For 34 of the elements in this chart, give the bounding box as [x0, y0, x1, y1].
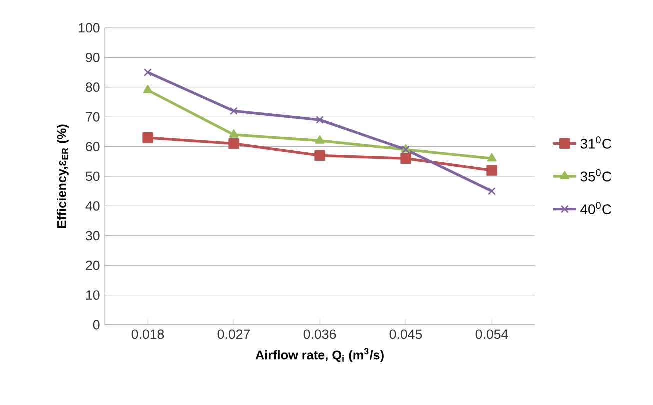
x-tick-label: 0.036	[304, 330, 336, 340]
y-tick-label: 90	[86, 52, 100, 62]
legend-label: 31$^{0}$C	[580, 136, 612, 149]
y-tick-label: 30	[86, 231, 100, 241]
legend-label: 40$^{0}$C	[580, 202, 612, 215]
point	[487, 153, 497, 162]
y-tick-label: 40	[86, 201, 100, 211]
point	[486, 165, 498, 176]
x-tick-label: 0.045	[390, 330, 422, 340]
point	[229, 130, 239, 138]
point	[230, 107, 238, 116]
y-tick-label: 70	[86, 112, 100, 122]
y-axis-title: Efficiency,ε$_{ER}$ (%)	[57, 124, 69, 228]
y-tick-label: 80	[86, 82, 100, 92]
y-tick-label: 50	[86, 172, 100, 182]
point	[488, 187, 496, 196]
point	[228, 138, 240, 150]
point	[315, 136, 325, 144]
point	[316, 116, 324, 124]
x-tick-label: 0.054	[476, 330, 508, 340]
point	[142, 132, 154, 144]
y-tick-label: 10	[86, 290, 100, 300]
x-tick-label: 0.027	[218, 330, 250, 340]
point	[400, 153, 412, 164]
point	[144, 68, 152, 77]
y-tick-label: 100	[79, 23, 100, 33]
legend-label: 35$^{0}$C	[580, 169, 612, 182]
point	[143, 85, 153, 94]
x-axis-title: Airflow rate, Q$_{i}$ (m$^{3}$/s)	[256, 348, 384, 362]
point	[314, 150, 326, 162]
y-tick-label: 20	[86, 260, 100, 270]
x-tick-label: 0.018	[132, 330, 164, 340]
y-tick-label: 0	[93, 320, 100, 330]
y-tick-label: 60	[86, 142, 100, 152]
